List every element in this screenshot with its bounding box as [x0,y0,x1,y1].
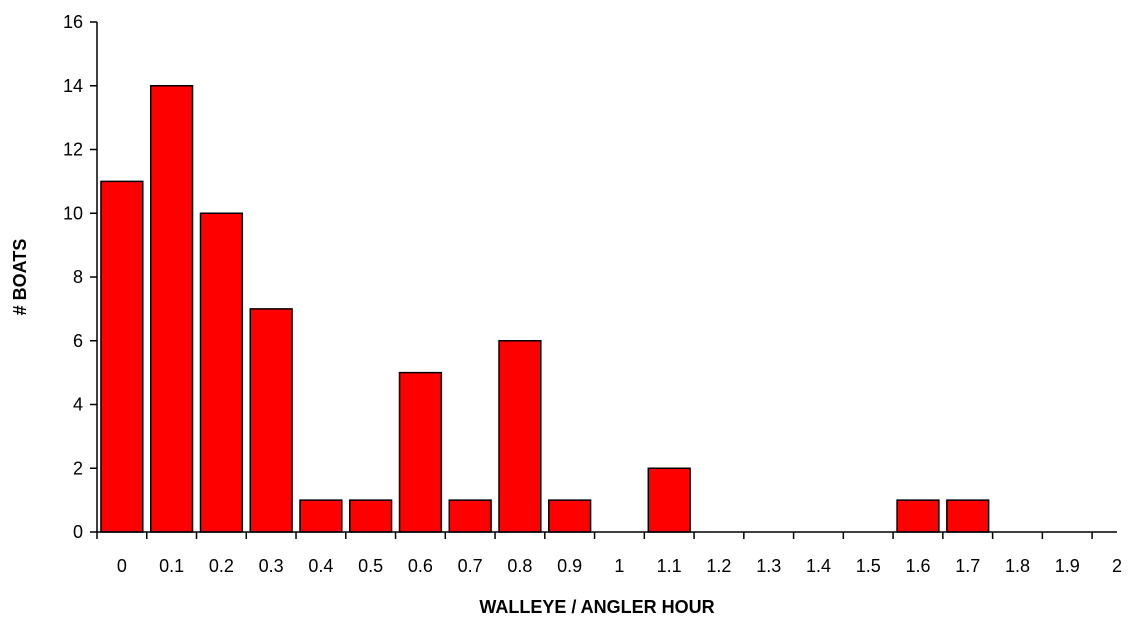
bar-0.9 [548,499,592,533]
bar-0.1 [149,85,194,533]
bar-0.8 [498,340,542,533]
bar-0 [100,180,144,533]
y-tick-label: 16 [63,12,83,32]
y-tick-label: 4 [73,395,83,415]
bar-0.6 [398,371,443,533]
x-tick-label: 0.9 [557,556,582,576]
bar-0.2 [199,212,244,533]
x-tick-label: 0.1 [159,556,184,576]
x-tick-label: 0 [117,556,127,576]
x-tick-label: 1.2 [706,556,731,576]
bar-1.1 [647,467,691,533]
x-tick-label: 2 [1112,556,1122,576]
x-tick-label: 0.2 [209,556,234,576]
y-tick-label: 8 [73,267,83,287]
bar-0.4 [299,499,343,533]
bar-1.7 [946,499,990,533]
bar-0.5 [349,499,393,533]
x-tick-label: 1.9 [1055,556,1080,576]
y-axis-ticks: 0 2 4 6 8 10 12 14 16 [63,12,97,542]
x-axis-title: WALLEYE / ANGLER HOUR [479,597,714,617]
y-tick-label: 0 [73,522,83,542]
bars [100,85,990,533]
x-tick-label: 0.5 [358,556,383,576]
x-axis-ticks: 0 0.1 0.2 0.3 0.4 0.5 0.6 0.7 0.8 0.9 1 1.1 1.2 1.3 1.… [96,532,1122,576]
y-tick-label: 2 [73,458,83,478]
bar-0.3 [249,308,293,533]
y-tick-label: 12 [63,140,83,160]
x-tick-label: 1.7 [955,556,980,576]
x-tick-label: 1.1 [657,556,682,576]
y-axis-title: # BOATS [10,239,30,316]
x-tick-label: 1.3 [756,556,781,576]
y-tick-label: 14 [63,76,83,96]
x-tick-label: 0.3 [259,556,284,576]
x-tick-label: 1 [614,556,624,576]
x-tick-label: 0.7 [458,556,483,576]
x-tick-label: 1.8 [1005,556,1030,576]
bar-0.7 [448,499,492,533]
y-tick-label: 10 [63,203,83,223]
x-tick-label: 1.4 [806,556,831,576]
x-tick-label: 1.6 [905,556,930,576]
x-tick-label: 1.5 [856,556,881,576]
y-tick-label: 6 [73,331,83,351]
x-tick-label: 0.8 [507,556,532,576]
bar-1.6 [896,499,940,533]
x-tick-label: 0.6 [408,556,433,576]
x-tick-label: 0.4 [308,556,333,576]
